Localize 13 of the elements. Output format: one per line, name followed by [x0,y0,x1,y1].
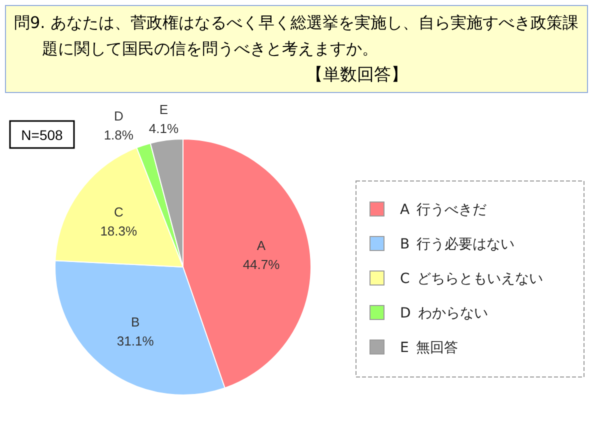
data-label: D 1.8% [104,108,134,142]
chart-title: 問9. あなたは、菅政権はなるべく早く総選挙を実施し、自ら実施すべき政策課題に関して国民の信を問うべきと考えますか。 [14,12,580,60]
data-label: E 4.1% [148,102,179,136]
data-label: B 31.1% [116,314,154,348]
data-label: A 44.7% [242,238,280,272]
legend-label: B 行う必要はない [400,236,515,252]
text: N=508 [21,127,64,143]
data-label: C 18.3% [100,204,138,239]
legend-label: A 行うべきだ [400,202,487,218]
legend-label: C どちらともいえない [400,271,543,287]
chart-subtitle: 【単数回答】 [306,64,408,87]
legend-label: D わからない [400,306,488,322]
legend-label: E 無回答 [400,340,458,356]
